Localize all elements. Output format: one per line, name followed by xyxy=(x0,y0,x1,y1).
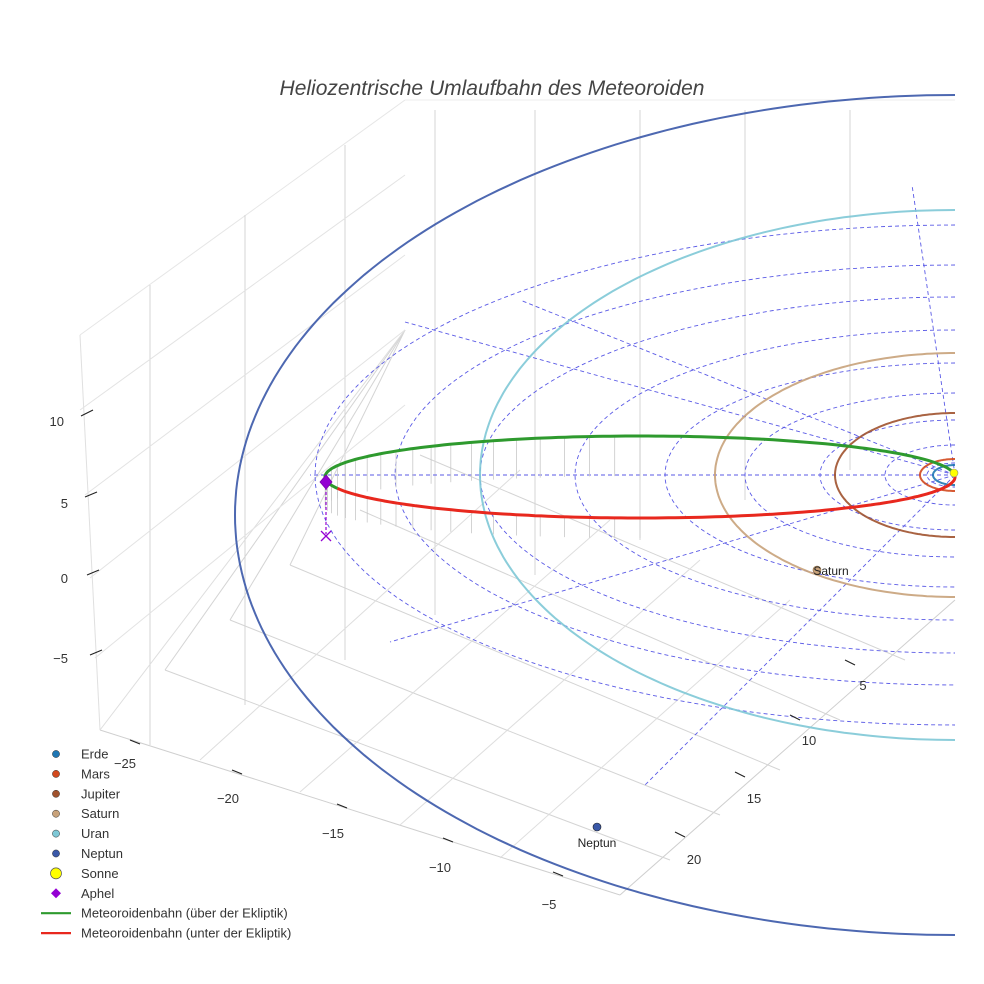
legend-label: Sonne xyxy=(81,866,119,881)
floor-gridline xyxy=(164,329,406,671)
x-tick-label: −20 xyxy=(217,791,239,806)
ecliptic-grid-radial xyxy=(519,299,956,476)
x-tick-label: −5 xyxy=(542,897,557,912)
legend-item[interactable]: Jupiter xyxy=(52,786,121,801)
floor-gridline xyxy=(299,519,611,793)
z-tick-label: 5 xyxy=(61,496,68,511)
legend-label: Jupiter xyxy=(81,786,121,801)
ecliptic-grid-circle xyxy=(574,329,956,621)
y-tick-label-mark xyxy=(734,771,746,778)
planet-label-neptun: Neptun xyxy=(578,836,617,850)
legend-label: Mars xyxy=(81,766,110,781)
legend-label: Aphel xyxy=(81,886,114,901)
legend-item[interactable]: Meteoroidenbahn (unter der Ekliptik) xyxy=(41,926,291,941)
floor-right-edge xyxy=(619,599,956,896)
legend-swatch-circle xyxy=(52,770,60,778)
ecliptic-grid-circle xyxy=(884,444,955,506)
z-tick-label-mark xyxy=(80,409,94,417)
floor-front-edge xyxy=(99,729,621,896)
aphel-marker[interactable] xyxy=(319,474,333,490)
planet-marker-saturn[interactable] xyxy=(812,565,822,575)
meteoroid-orbit-above xyxy=(323,434,956,490)
floor-gridline xyxy=(399,559,701,826)
x-tick-label: −10 xyxy=(429,860,451,875)
orbit-jupiter xyxy=(834,412,955,538)
aphel-projection-marker xyxy=(320,530,332,542)
legend-label: Meteoroidenbahn (unter der Ekliptik) xyxy=(81,926,291,941)
y-tick-label-mark xyxy=(674,831,686,838)
left-wall-gridline xyxy=(79,174,406,411)
legend-label: Uran xyxy=(81,826,109,841)
orbit-neptun xyxy=(233,94,956,936)
chart-title: Heliozentrische Umlaufbahn des Meteoroid… xyxy=(280,77,705,100)
legend-item[interactable]: Uran xyxy=(52,826,109,841)
x-tick-label-mark xyxy=(442,837,454,843)
legend-swatch-circle xyxy=(50,867,62,880)
legend-label: Saturn xyxy=(81,806,119,821)
ecliptic-grid-radial xyxy=(644,474,956,786)
left-wall-edge xyxy=(79,334,101,731)
z-tick-label: 10 xyxy=(50,414,64,429)
left-wall-gridline xyxy=(94,404,406,659)
legend-label: Erde xyxy=(81,747,108,762)
legend-item[interactable]: Aphel xyxy=(51,886,114,901)
scene: Neptun Saturn xyxy=(79,94,959,936)
legend-swatch-circle xyxy=(52,789,60,798)
legend-swatch-circle xyxy=(52,750,60,758)
orbit-uran xyxy=(478,209,956,741)
meteoroid-orbit-below xyxy=(336,469,957,520)
legend-swatch-circle xyxy=(52,809,60,818)
z-tick-label-mark xyxy=(86,569,100,576)
z-tick-label-mark xyxy=(89,649,103,656)
legend-swatch-circle xyxy=(52,829,60,838)
legend-item[interactable]: Meteoroidenbahn (über der Ekliptik) xyxy=(41,906,288,921)
legend-swatch-diamond xyxy=(51,888,61,899)
floor-gridline xyxy=(229,619,721,816)
back-wall-top-edge xyxy=(79,99,406,336)
legend[interactable]: Erde Mars Jupiter Saturn Uran Neptun Sonne Aphe… xyxy=(41,747,291,941)
x-tick-label: −15 xyxy=(322,826,344,841)
axis-ticks: −5 0 5 10 −25 −20 −15 −10 −5 5 10 15 20 xyxy=(50,409,867,912)
floor-gridline xyxy=(164,669,671,861)
legend-item[interactable]: Mars xyxy=(52,766,110,781)
legend-item[interactable]: Saturn xyxy=(52,806,119,821)
x-tick-label-mark xyxy=(231,769,243,775)
legend-label: Neptun xyxy=(81,846,123,861)
legend-item[interactable]: Sonne xyxy=(50,866,119,881)
legend-swatch-circle xyxy=(52,849,60,858)
y-tick-label: 15 xyxy=(747,791,761,806)
x-tick-label-mark xyxy=(336,803,348,809)
left-wall-gridline xyxy=(89,329,406,579)
y-tick-label-mark xyxy=(844,659,856,666)
legend-item[interactable]: Erde xyxy=(52,747,108,762)
sun-marker[interactable] xyxy=(949,468,959,478)
y-tick-label: 10 xyxy=(802,733,816,748)
orbit-saturn xyxy=(714,352,955,598)
z-tick-label: −5 xyxy=(53,651,68,666)
ecliptic-grid-radial xyxy=(389,474,956,643)
x-tick-label: −25 xyxy=(114,756,136,771)
planet-label-saturn: Saturn xyxy=(813,564,848,578)
floor-gridline xyxy=(359,509,841,721)
y-tick-label-mark xyxy=(789,714,801,721)
legend-item[interactable]: Neptun xyxy=(52,846,123,861)
z-tick-label-mark xyxy=(84,491,98,498)
floor-gridline xyxy=(419,454,906,661)
left-wall-gridline xyxy=(84,254,406,496)
floor-gridline xyxy=(199,469,521,761)
y-tick-label: 5 xyxy=(859,678,866,693)
x-tick-label-mark xyxy=(552,871,564,877)
ecliptic-grid-circle xyxy=(394,264,956,686)
floor-gridline xyxy=(499,599,791,859)
legend-label: Meteoroidenbahn (über der Ekliptik) xyxy=(81,906,288,921)
x-tick-label-mark xyxy=(129,739,141,745)
ecliptic-grid-circle xyxy=(314,224,956,726)
z-tick-label: 0 xyxy=(61,571,68,586)
ecliptic-grid-radial xyxy=(404,321,956,476)
y-tick-label: 20 xyxy=(687,852,701,867)
floor-gridline xyxy=(289,564,781,771)
floor-gridline xyxy=(289,329,406,566)
planet-marker-neptun[interactable] xyxy=(592,822,602,832)
